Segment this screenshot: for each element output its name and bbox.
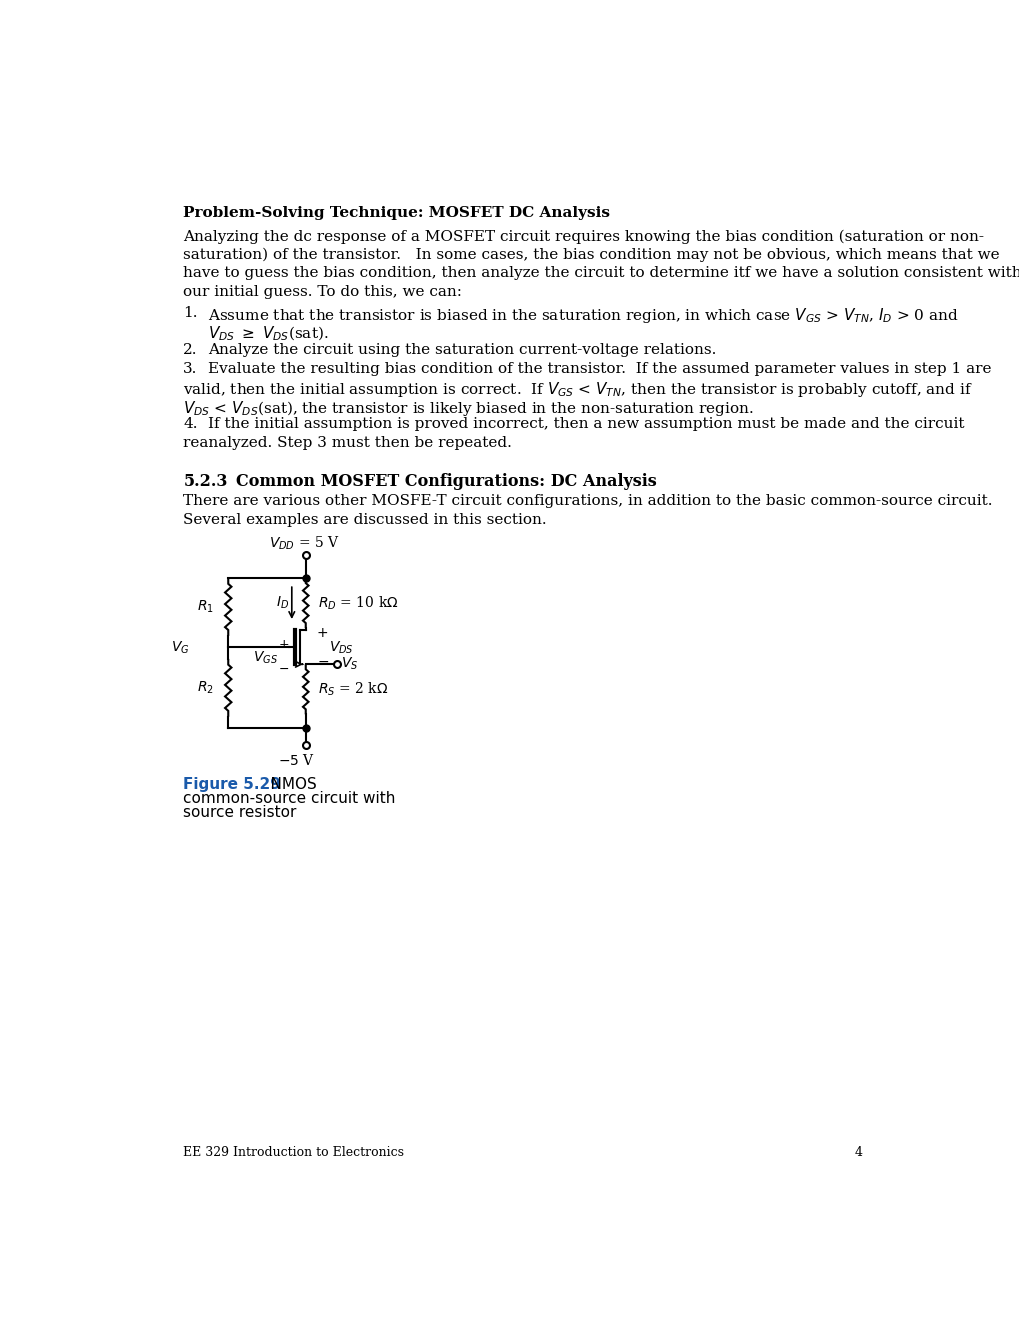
Text: Assume that the transistor is biased in the saturation region, in which case $V_: Assume that the transistor is biased in … — [208, 306, 958, 325]
Text: $R_S$ = 2 k$\Omega$: $R_S$ = 2 k$\Omega$ — [318, 681, 388, 698]
Text: our initial guess. To do this, we can:: our initial guess. To do this, we can: — [183, 285, 462, 298]
Text: $-$: $-$ — [278, 663, 289, 676]
Text: +: + — [317, 627, 328, 640]
Text: 3.: 3. — [183, 362, 198, 376]
Text: have to guess the bias condition, then analyze the circuit to determine itf we h: have to guess the bias condition, then a… — [183, 267, 1019, 280]
Text: $V_G$: $V_G$ — [171, 639, 190, 656]
Text: 4.: 4. — [183, 417, 198, 432]
Text: 5.2.3: 5.2.3 — [183, 473, 227, 490]
Text: Analyze the circuit using the saturation current-voltage relations.: Analyze the circuit using the saturation… — [208, 343, 715, 358]
Text: Common MOSFET Configurations: DC Analysis: Common MOSFET Configurations: DC Analysi… — [235, 473, 656, 490]
Text: $V_{DS}$ < $V_{DS}$(sat), the transistor is likely biased in the non-saturation : $V_{DS}$ < $V_{DS}$(sat), the transistor… — [183, 399, 753, 417]
Text: $V_{GS}$: $V_{GS}$ — [253, 649, 277, 667]
Text: If the initial assumption is proved incorrect, then a new assumption must be mad: If the initial assumption is proved inco… — [208, 417, 964, 432]
Text: valid, then the initial assumption is correct.  If $V_{GS}$ < $V_{TN}$, then the: valid, then the initial assumption is co… — [183, 380, 972, 399]
Text: $V_S$: $V_S$ — [341, 656, 359, 672]
Text: $R_2$: $R_2$ — [198, 680, 214, 696]
Text: $V_{DS}$ $\geq$ $V_{DS}$(sat).: $V_{DS}$ $\geq$ $V_{DS}$(sat). — [208, 325, 328, 343]
Text: $R_1$: $R_1$ — [198, 599, 214, 615]
Text: $R_D$ = 10 k$\Omega$: $R_D$ = 10 k$\Omega$ — [318, 594, 398, 611]
Text: +: + — [278, 638, 289, 651]
Text: Figure 5.29: Figure 5.29 — [183, 777, 281, 792]
Text: saturation) of the transistor.   In some cases, the bias condition may not be ob: saturation) of the transistor. In some c… — [183, 248, 999, 263]
Text: $-$: $-$ — [317, 655, 328, 668]
Text: 2.: 2. — [183, 343, 198, 358]
Text: 1.: 1. — [183, 306, 198, 321]
Text: NMOS: NMOS — [252, 777, 317, 792]
Text: Evaluate the resulting bias condition of the transistor.  If the assumed paramet: Evaluate the resulting bias condition of… — [208, 362, 990, 376]
Text: $V_{DS}$: $V_{DS}$ — [329, 639, 354, 656]
Text: EE 329 Introduction to Electronics: EE 329 Introduction to Electronics — [183, 1146, 404, 1159]
Text: source resistor: source resistor — [183, 805, 297, 820]
Text: common-source circuit with: common-source circuit with — [183, 792, 395, 807]
Text: Analyzing the dc response of a MOSFET circuit requires knowing the bias conditio: Analyzing the dc response of a MOSFET ci… — [183, 230, 983, 244]
Text: There are various other MOSFE-T circuit configurations, in addition to the basic: There are various other MOSFE-T circuit … — [183, 494, 991, 508]
Text: Problem-Solving Technique: MOSFET DC Analysis: Problem-Solving Technique: MOSFET DC Ana… — [183, 206, 609, 220]
Text: reanalyzed. Step 3 must then be repeated.: reanalyzed. Step 3 must then be repeated… — [183, 436, 512, 450]
Text: $I_D$: $I_D$ — [275, 595, 288, 611]
Text: Several examples are discussed in this section.: Several examples are discussed in this s… — [183, 512, 546, 527]
Text: 4: 4 — [853, 1146, 861, 1159]
Text: $V_{DD}$ = 5 V: $V_{DD}$ = 5 V — [268, 535, 339, 552]
Text: $-5$ V: $-5$ V — [277, 752, 315, 768]
